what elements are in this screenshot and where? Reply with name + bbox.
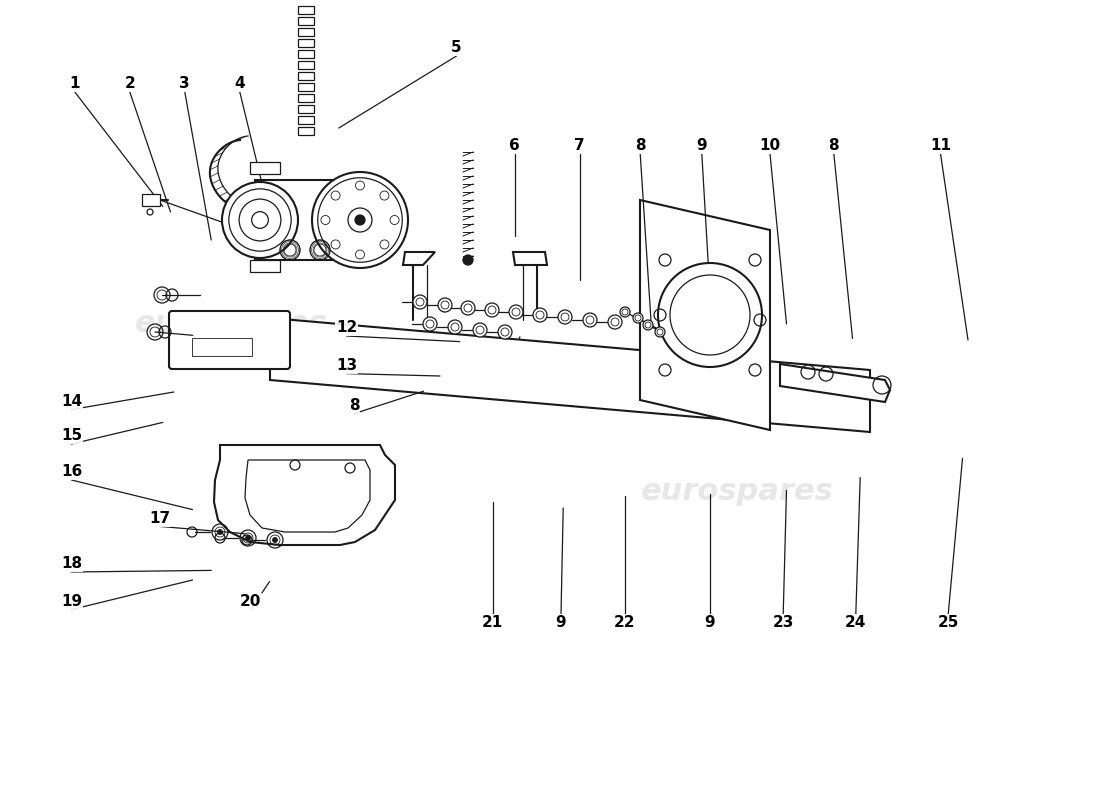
Circle shape xyxy=(534,308,547,322)
Circle shape xyxy=(608,315,622,329)
Bar xyxy=(192,338,252,356)
Text: 23: 23 xyxy=(772,615,794,630)
Polygon shape xyxy=(640,200,770,430)
Text: 25: 25 xyxy=(937,615,959,630)
Text: 15: 15 xyxy=(60,429,82,443)
Text: 12: 12 xyxy=(336,321,358,335)
Bar xyxy=(298,127,314,135)
Circle shape xyxy=(632,313,644,323)
Circle shape xyxy=(498,325,512,339)
Polygon shape xyxy=(250,260,280,272)
Polygon shape xyxy=(250,162,280,174)
Circle shape xyxy=(658,263,762,367)
Bar xyxy=(298,61,314,69)
Circle shape xyxy=(558,310,572,324)
Circle shape xyxy=(461,301,475,315)
Text: 22: 22 xyxy=(614,615,636,630)
Circle shape xyxy=(644,320,653,330)
Bar xyxy=(142,194,160,206)
Circle shape xyxy=(509,305,522,319)
Circle shape xyxy=(654,327,666,337)
Text: 6: 6 xyxy=(509,138,520,153)
Bar xyxy=(255,180,365,260)
Text: 8: 8 xyxy=(828,138,839,153)
Text: 10: 10 xyxy=(759,138,781,153)
Circle shape xyxy=(222,182,298,258)
Bar xyxy=(298,39,314,47)
Text: 19: 19 xyxy=(60,594,82,609)
Text: 21: 21 xyxy=(482,615,504,630)
Bar xyxy=(298,105,314,113)
Text: eurospares: eurospares xyxy=(134,310,328,338)
Circle shape xyxy=(355,215,365,225)
Bar xyxy=(298,83,314,91)
Polygon shape xyxy=(403,252,434,265)
Text: 11: 11 xyxy=(930,138,952,153)
Text: 3: 3 xyxy=(179,77,190,91)
Text: 2: 2 xyxy=(124,77,135,91)
Text: 9: 9 xyxy=(704,615,715,630)
Polygon shape xyxy=(513,252,547,265)
Text: 24: 24 xyxy=(845,615,867,630)
Circle shape xyxy=(438,298,452,312)
Circle shape xyxy=(485,303,499,317)
Circle shape xyxy=(463,255,473,265)
Circle shape xyxy=(448,320,462,334)
Circle shape xyxy=(412,295,427,309)
Circle shape xyxy=(312,172,408,268)
Text: 5: 5 xyxy=(451,41,462,55)
Polygon shape xyxy=(780,364,890,402)
Circle shape xyxy=(473,323,487,337)
Text: 1: 1 xyxy=(69,77,80,91)
Text: eurospares: eurospares xyxy=(640,478,834,506)
Circle shape xyxy=(245,535,251,541)
Bar xyxy=(298,116,314,124)
Polygon shape xyxy=(270,318,870,432)
Bar xyxy=(298,94,314,102)
Text: 4: 4 xyxy=(234,77,245,91)
FancyBboxPatch shape xyxy=(169,311,290,369)
Text: 9: 9 xyxy=(556,615,566,630)
Text: 18: 18 xyxy=(60,557,82,571)
Bar xyxy=(298,50,314,58)
Text: 16: 16 xyxy=(60,465,82,479)
Bar xyxy=(298,72,314,80)
Polygon shape xyxy=(245,460,370,532)
Text: 8: 8 xyxy=(349,398,360,413)
Circle shape xyxy=(583,313,597,327)
Text: 9: 9 xyxy=(696,138,707,153)
Polygon shape xyxy=(214,445,395,545)
Circle shape xyxy=(424,317,437,331)
Text: 13: 13 xyxy=(336,358,358,373)
Bar xyxy=(298,17,314,25)
Bar xyxy=(298,28,314,36)
Circle shape xyxy=(218,530,222,534)
Circle shape xyxy=(620,307,630,317)
Text: 7: 7 xyxy=(574,138,585,153)
Text: 8: 8 xyxy=(635,138,646,153)
Text: 20: 20 xyxy=(240,594,262,609)
Circle shape xyxy=(273,538,277,542)
Text: 17: 17 xyxy=(148,511,170,526)
Bar xyxy=(298,6,314,14)
Text: 14: 14 xyxy=(60,394,82,409)
